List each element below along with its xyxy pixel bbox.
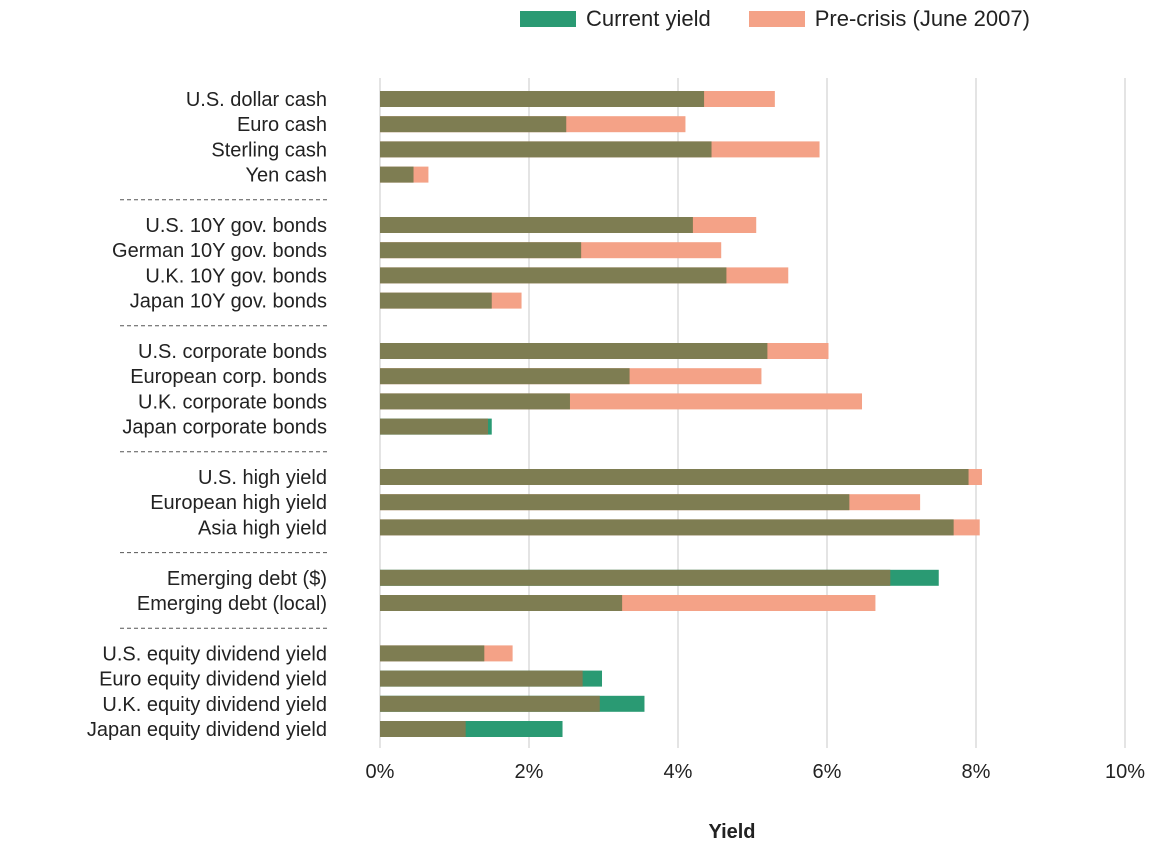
- category-label: European high yield: [150, 492, 327, 514]
- gridlines: [379, 78, 1126, 748]
- x-tick-label: 2%: [515, 761, 544, 783]
- x-tick-labels: 0% 2% 4% 6% 8% 10%: [366, 761, 1146, 783]
- category-label: European corp. bonds: [130, 366, 327, 388]
- category-label: Emerging debt ($): [167, 568, 327, 590]
- legend-label-precrisis: Pre-crisis (June 2007): [814, 6, 1030, 31]
- bar-overlap: [380, 368, 630, 385]
- x-tick-label: 8%: [962, 761, 991, 783]
- category-label: Euro equity dividend yield: [99, 669, 327, 691]
- bar-overlap: [380, 141, 712, 158]
- x-tick-label: 6%: [813, 761, 842, 783]
- x-tick-label: 0%: [366, 761, 395, 783]
- bar-overlap: [380, 695, 600, 712]
- bar-overlap: [380, 242, 582, 259]
- category-label: U.K. equity dividend yield: [102, 694, 327, 716]
- bar-overlap: [380, 91, 705, 107]
- category-label: Euro cash: [237, 114, 327, 136]
- bar-overlap: [380, 393, 570, 410]
- category-label: Sterling cash: [211, 139, 327, 161]
- category-label: Japan equity dividend yield: [87, 719, 327, 741]
- bar-overlap: [380, 292, 492, 309]
- bar-overlap: [380, 519, 954, 536]
- category-label: U.K. corporate bonds: [138, 391, 327, 413]
- bar-overlap: [380, 670, 583, 687]
- category-label: U.S. dollar cash: [186, 89, 327, 111]
- x-axis-title: Yield: [708, 821, 755, 842]
- bar-overlap: [380, 569, 891, 586]
- category-label: Emerging debt (local): [137, 593, 327, 615]
- category-labels: U.S. dollar cash Euro cash Sterling cash Ye…: [87, 89, 327, 741]
- bar-overlap: [380, 217, 693, 233]
- bar-overlap: [380, 595, 623, 611]
- category-label: Asia high yield: [198, 517, 327, 539]
- category-label: Japan corporate bonds: [122, 417, 327, 439]
- bar-overlap: [380, 469, 969, 485]
- bars: [380, 91, 982, 737]
- legend-swatch-current: [520, 11, 576, 27]
- legend-item-current: Current yield: [520, 6, 711, 32]
- group-separators: [120, 199, 328, 629]
- category-label: U.S. high yield: [198, 467, 327, 489]
- category-label: Japan 10Y gov. bonds: [130, 291, 327, 313]
- bar-overlap: [380, 721, 466, 737]
- legend: Current yield Pre-crisis (June 2007): [520, 6, 1068, 32]
- bar-overlap: [380, 494, 850, 511]
- bar-overlap: [380, 267, 727, 284]
- bar-overlap: [380, 343, 768, 359]
- bar-overlap: [380, 116, 567, 133]
- bar-overlap: [380, 418, 489, 435]
- x-tick-label: 4%: [664, 761, 693, 783]
- category-label: U.S. equity dividend yield: [102, 643, 327, 665]
- category-label: U.S. 10Y gov. bonds: [145, 215, 327, 237]
- legend-item-precrisis: Pre-crisis (June 2007): [748, 6, 1030, 32]
- legend-swatch-precrisis: [748, 11, 805, 27]
- category-label: German 10Y gov. bonds: [112, 240, 327, 262]
- category-label: Yen cash: [245, 165, 327, 187]
- category-label: U.S. corporate bonds: [138, 341, 327, 363]
- bar-overlap: [380, 166, 414, 183]
- bar-overlap: [380, 645, 485, 662]
- x-tick-label: 10%: [1105, 761, 1145, 783]
- category-label: U.K. 10Y gov. bonds: [145, 265, 327, 287]
- legend-label-current: Current yield: [586, 6, 711, 31]
